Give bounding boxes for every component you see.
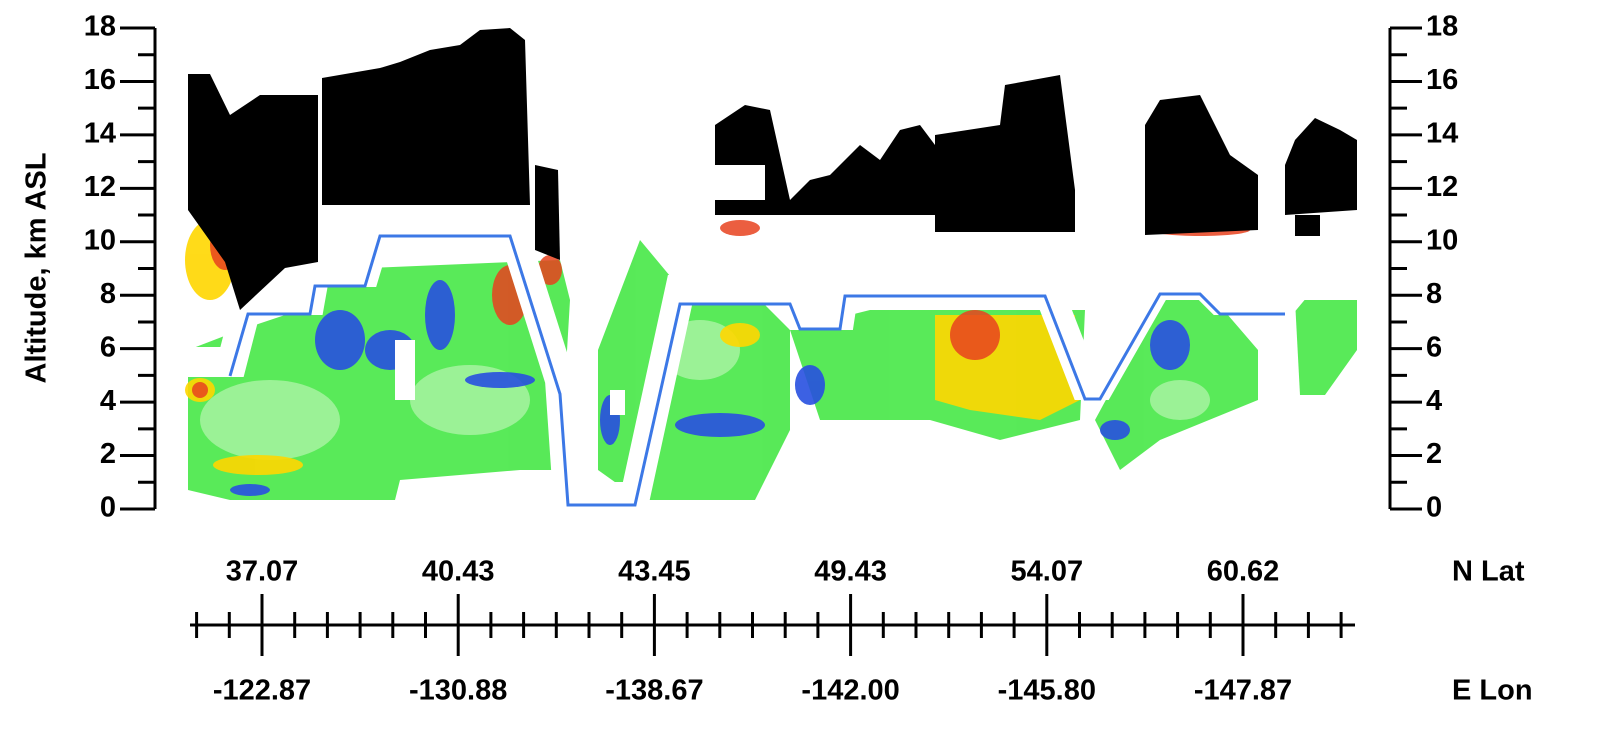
y2-tick-label: 0 (1426, 492, 1442, 524)
y-tick-label: 16 (84, 64, 116, 96)
y-tick-label: 12 (84, 171, 116, 203)
lat-label: 49.43 (814, 556, 887, 588)
y-tick-label: 6 (100, 331, 116, 363)
lon-label: -122.87 (213, 675, 311, 707)
lat-label: 37.07 (226, 556, 299, 588)
lat-label: 40.43 (422, 556, 495, 588)
y2-tick-label: 12 (1426, 171, 1458, 203)
lon-label: -145.80 (998, 675, 1096, 707)
y-tick-label: 8 (100, 278, 116, 310)
chart: Altitude, km ASL N Lat E Lon 0 2 4 6 8 10 12 14… (0, 0, 1606, 736)
y-tick-label: 14 (84, 118, 116, 150)
lon-title: E Lon (1452, 675, 1533, 707)
lat-label: 60.62 (1207, 556, 1280, 588)
lon-label: -142.00 (801, 675, 899, 707)
y2-tick-label: 2 (1426, 438, 1442, 470)
y-tick-label: 0 (100, 492, 116, 524)
y-tick-label: 4 (100, 385, 116, 417)
lon-label: -130.88 (409, 675, 507, 707)
lat-title: N Lat (1452, 556, 1525, 588)
y2-tick-label: 4 (1426, 385, 1442, 417)
y2-tick-label: 14 (1426, 118, 1458, 150)
y-tick-label: 10 (84, 224, 116, 256)
y-axis-title: Altitude, km ASL (21, 153, 53, 384)
curtain-image (185, 28, 1357, 505)
y2-tick-label: 16 (1426, 64, 1458, 96)
y2-tick-label: 18 (1426, 11, 1458, 43)
y2-tick-label: 8 (1426, 278, 1442, 310)
lat-label: 43.45 (618, 556, 691, 588)
lon-label: -147.87 (1194, 675, 1292, 707)
lat-label: 54.07 (1011, 556, 1084, 588)
lon-label: -138.67 (605, 675, 703, 707)
y2-tick-label: 10 (1426, 224, 1458, 256)
y2-tick-label: 6 (1426, 331, 1442, 363)
y-tick-label: 18 (84, 11, 116, 43)
y-tick-label: 2 (100, 438, 116, 470)
